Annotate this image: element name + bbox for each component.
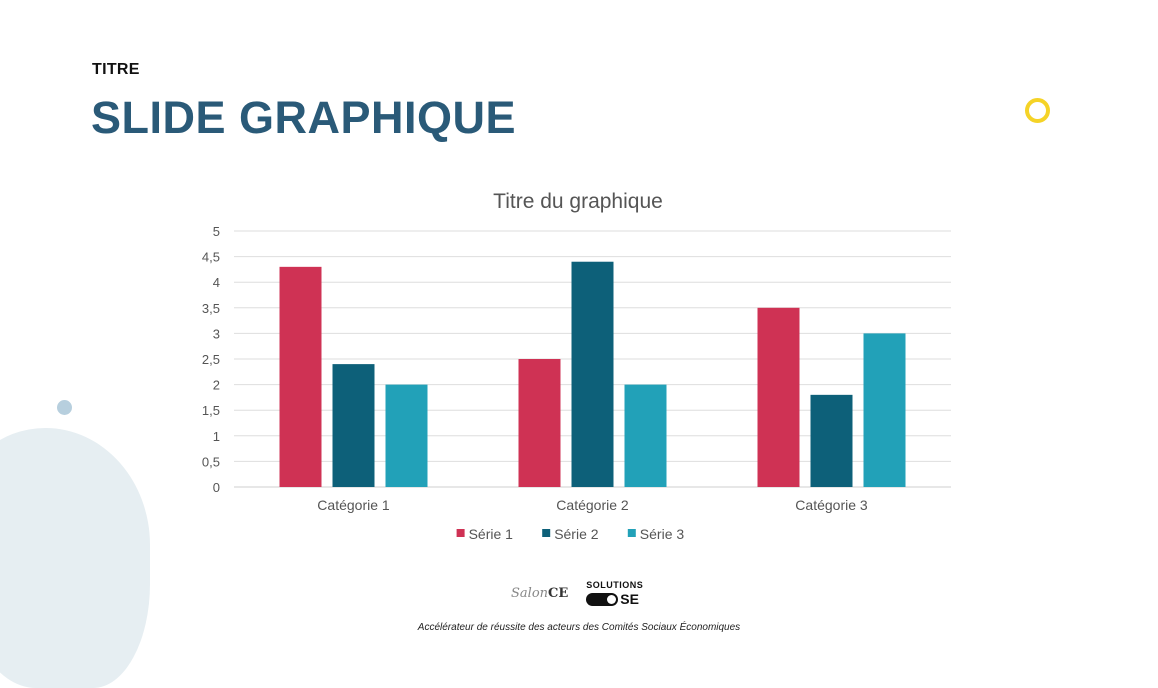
- bar-2-2: [571, 261, 614, 487]
- salon-ce-logo: SalonCE: [511, 586, 569, 601]
- solutions-cse-logo: SOLUTIONS SE: [586, 580, 644, 607]
- footer-tagline: Accélérateur de réussite des acteurs des…: [417, 622, 741, 633]
- y-tick-label: 3: [213, 326, 220, 341]
- bar-3-3: [863, 333, 906, 487]
- bar-2-1: [332, 364, 375, 487]
- y-tick-label: 0,5: [202, 454, 220, 469]
- y-tick-label: 2,5: [202, 352, 220, 367]
- y-tick-label: 1: [213, 429, 220, 444]
- slide-kicker: TITRE: [92, 61, 140, 78]
- y-tick-label: 4: [213, 275, 220, 290]
- slide-title: SLIDE GRAPHIQUE: [91, 92, 517, 143]
- legend-label: Série 1: [469, 526, 514, 542]
- category-label: Catégorie 3: [795, 497, 868, 513]
- y-tick-label: 1,5: [202, 403, 220, 418]
- bar-3-1: [385, 384, 428, 487]
- y-tick-label: 3,5: [202, 301, 220, 316]
- category-label: Catégorie 2: [556, 497, 629, 513]
- bar-1-1: [279, 266, 322, 487]
- legend-swatch: [627, 529, 636, 537]
- legend-label: Série 3: [640, 526, 685, 542]
- bar-1-3: [757, 307, 800, 487]
- footer-logos: SalonCE SOLUTIONS SE: [511, 580, 643, 607]
- decorative-ring: [1025, 98, 1050, 123]
- bar-1-2: [518, 359, 561, 487]
- bar-chart: Titre du graphique 0 0,5 1 1,5 2 2,5 3 3,5 4 4,5 5…: [202, 190, 951, 542]
- chart-title: Titre du graphique: [493, 190, 663, 213]
- decorative-blob: [0, 428, 150, 688]
- y-tick-label: 4,5: [202, 250, 220, 265]
- bar-2-3: [810, 394, 853, 487]
- legend-swatch: [542, 529, 551, 537]
- y-tick-label: 5: [213, 224, 220, 239]
- legend-label: Série 2: [554, 526, 599, 542]
- y-tick-label: 2: [213, 378, 220, 393]
- bar-3-2: [624, 384, 667, 487]
- legend-swatch: [456, 529, 465, 537]
- category-label: Catégorie 1: [317, 497, 390, 513]
- y-tick-label: 0: [213, 480, 220, 495]
- decorative-dot: [57, 400, 72, 415]
